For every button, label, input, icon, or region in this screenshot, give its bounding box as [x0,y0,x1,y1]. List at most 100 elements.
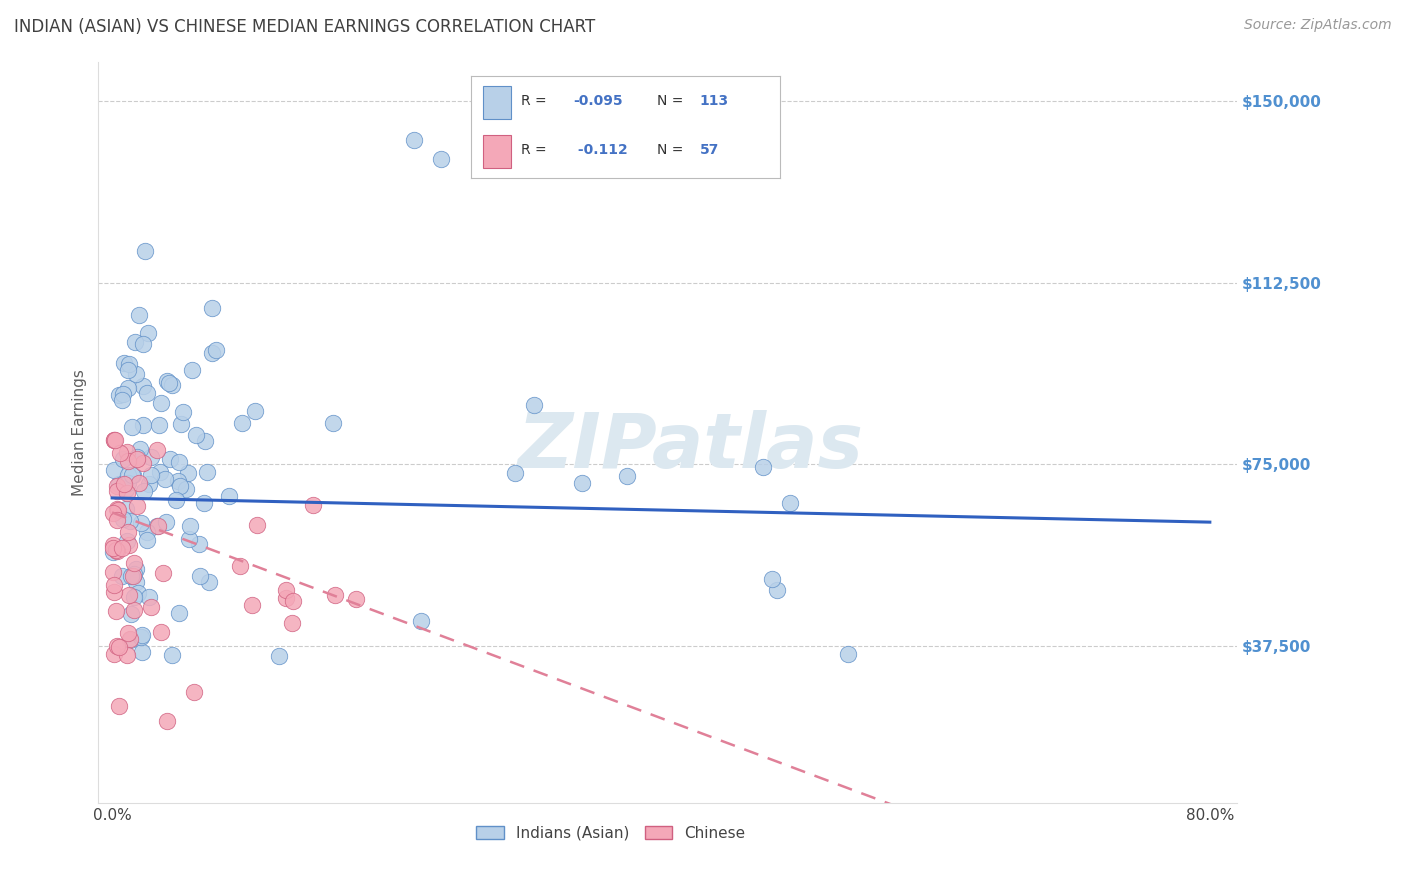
Point [121,419,143,434]
Point [125,575,148,590]
Point [105,512,128,526]
Point [110,446,132,460]
Text: R =: R = [520,143,551,157]
Text: -0.112: -0.112 [574,143,628,157]
Point [111,452,134,467]
Point [101,565,124,579]
Point [139,450,162,465]
Point [172,405,194,419]
Point [571,476,593,491]
Point [146,443,169,458]
Point [122,603,145,617]
Point [118,588,141,602]
Text: 113: 113 [700,95,730,109]
Point [146,519,169,533]
Point [115,485,138,500]
Point [105,483,128,498]
Point [132,417,155,432]
Point [129,442,152,457]
Point [188,537,211,551]
Point [195,466,218,480]
Point [111,512,134,526]
Point [122,556,145,570]
Point [283,593,305,607]
Point [128,475,150,490]
Point [114,502,136,516]
Point [122,468,145,483]
Point [523,398,546,412]
Point [138,477,160,491]
Point [155,515,177,529]
Point [169,478,191,492]
Point [120,568,142,582]
Point [131,628,153,642]
Point [117,538,139,552]
Point [107,640,129,655]
Point [616,468,638,483]
Point [111,541,134,555]
Point [169,606,191,620]
Point [112,357,135,371]
Point [104,433,127,447]
Point [176,466,198,480]
Point [201,346,224,360]
Point [505,466,527,480]
Point [149,625,172,640]
FancyBboxPatch shape [484,136,512,168]
Point [117,626,139,640]
Text: ZIPatlas: ZIPatlas [517,410,863,484]
Point [152,566,174,581]
Point [430,152,453,166]
Point [132,336,155,351]
Point [115,445,138,459]
Point [108,476,131,491]
Point [243,404,266,418]
Point [136,533,159,547]
Point [402,133,425,147]
Point [246,518,269,533]
Point [104,542,127,557]
Point [111,386,134,401]
Point [103,578,125,592]
Point [323,588,346,602]
Point [198,574,221,589]
Point [114,476,136,491]
Point [105,502,128,516]
Point [136,524,159,539]
Point [129,630,152,644]
Point [281,616,304,631]
Point [344,591,367,606]
Text: 57: 57 [700,143,720,157]
Point [167,455,190,469]
Point [240,598,263,612]
Point [761,572,783,586]
Point [205,343,228,358]
Point [129,516,152,530]
Text: N =: N = [657,95,683,109]
Point [115,648,138,662]
Point [201,301,224,315]
Point [177,532,200,546]
Point [103,584,125,599]
Point [101,545,124,559]
Point [103,463,125,477]
Point [139,468,162,483]
Point [122,568,145,582]
Point [107,502,129,516]
Point [135,386,157,401]
Point [115,534,138,549]
Point [228,559,250,574]
Point [117,454,139,468]
Point [118,357,141,371]
Point [117,381,139,395]
Point [103,541,125,556]
Point [103,433,125,447]
Point [231,416,253,430]
Point [105,544,128,558]
Point [108,388,131,402]
Point [149,465,172,479]
Point [118,514,141,528]
Point [121,468,143,483]
Point [183,684,205,698]
Point [153,471,176,485]
